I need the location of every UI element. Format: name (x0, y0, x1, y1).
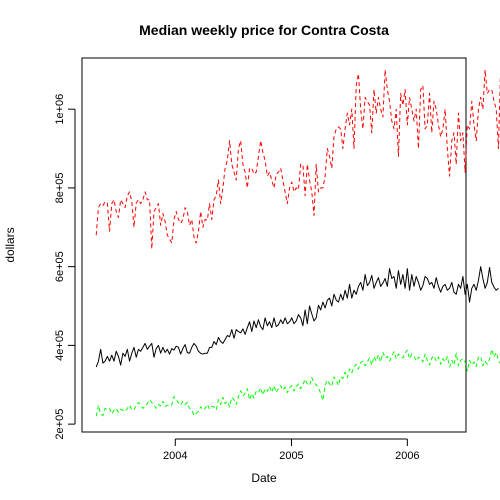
x-axis-label: Date (251, 471, 277, 485)
y-tick-label: 1e+06 (54, 94, 66, 125)
y-tick-label: 8e+05 (54, 172, 66, 203)
x-tick-label: 2004 (163, 450, 187, 462)
plot-frame (81, 57, 467, 433)
series-line-2 (95, 69, 500, 250)
y-axis: 2e+05 4e+05 6e+05 8e+05 1e+06 (54, 94, 76, 440)
x-tick-label: 2005 (279, 450, 303, 462)
series-layer (95, 69, 500, 417)
y-axis-label: dollars (3, 227, 17, 262)
y-tick-label: 2e+05 (54, 409, 66, 440)
series-line-3 (95, 348, 500, 417)
chart-title: Median weekly price for Contra Costa (139, 22, 389, 38)
x-axis: 2004 2005 2006 (163, 438, 420, 462)
x-tick-label: 2006 (395, 450, 419, 462)
series-line-1 (95, 266, 499, 368)
y-tick-label: 4e+05 (54, 330, 66, 361)
y-tick-label: 6e+05 (54, 251, 66, 282)
